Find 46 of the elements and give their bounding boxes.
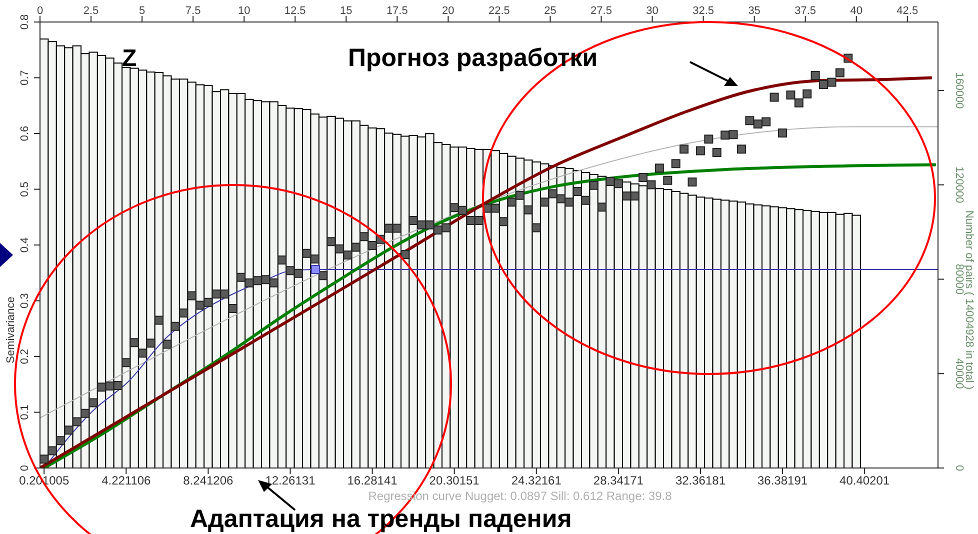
x-tick-label: 40.40201 xyxy=(840,474,890,488)
x-tick-label: 36.38191 xyxy=(757,474,808,488)
x2-tick-label: 22.5 xyxy=(488,5,510,17)
x2-tick-label: 10 xyxy=(238,5,250,17)
x-tick-label: 28.34171 xyxy=(593,474,644,488)
x2-tick-label: 25 xyxy=(544,5,556,17)
x-tick-label: 4.221106 xyxy=(102,474,152,488)
y-tick-label: 0.8 xyxy=(19,14,31,30)
x2-tick-label: 32.5 xyxy=(692,5,714,17)
x2-tick-label: 5 xyxy=(138,5,146,17)
x2-tick-label: 37.5 xyxy=(794,5,816,17)
y2-tick-label: 120000 xyxy=(953,166,965,204)
x2-tick-label: 42.5 xyxy=(896,5,918,17)
y-tick-label: 0.3 xyxy=(19,293,31,308)
y-tick-label: 0.6 xyxy=(19,126,31,142)
x2-tick-label: 27.5 xyxy=(590,5,612,17)
x2-tick-label: 7.5 xyxy=(185,5,201,17)
x-tick-label: 32.36181 xyxy=(675,474,726,488)
y2-tick-label: 80000 xyxy=(953,264,965,295)
y-axis-title: Semivariance xyxy=(5,296,17,364)
x2-tick-label: 12.5 xyxy=(284,5,306,17)
y2-tick-label: 0 xyxy=(953,464,965,472)
x2-tick-label: 35 xyxy=(748,5,760,17)
y-tick-label: 0.4 xyxy=(19,237,31,253)
x2-tick-label: 20 xyxy=(442,5,454,17)
y-tick-label: 0.1 xyxy=(19,404,31,420)
line-series xyxy=(40,126,938,418)
x2-tick-label: 2.5 xyxy=(83,5,99,17)
annotation: Z xyxy=(122,45,137,72)
x-tick-label: 12.26131 xyxy=(265,474,316,488)
x2-tick-label: 30 xyxy=(646,5,658,17)
x2-tick-label: 17.5 xyxy=(386,5,408,17)
x2-tick-label: 40 xyxy=(850,5,862,17)
y-tick-label: 0 xyxy=(19,464,31,472)
y2-tick-label: 40000 xyxy=(953,358,965,389)
y-tick-label: 0.7 xyxy=(19,70,31,86)
y-tick-label: 0.5 xyxy=(19,182,31,197)
y2-tick-label: 160000 xyxy=(953,72,965,109)
y2-axis-title: Number of pairs ( 14004928 in total ) xyxy=(963,210,975,390)
x-tick-label: 8.241206 xyxy=(183,474,234,488)
y-tick-label: 0.2 xyxy=(19,348,31,364)
x-tick-label: 24.32161 xyxy=(511,474,562,488)
x2-tick-label: 15 xyxy=(340,5,352,17)
x-tick-label: 20.30151 xyxy=(429,474,480,488)
x-tick-label: 16.28141 xyxy=(347,474,398,488)
x2-tick-label: 0 xyxy=(36,5,44,17)
